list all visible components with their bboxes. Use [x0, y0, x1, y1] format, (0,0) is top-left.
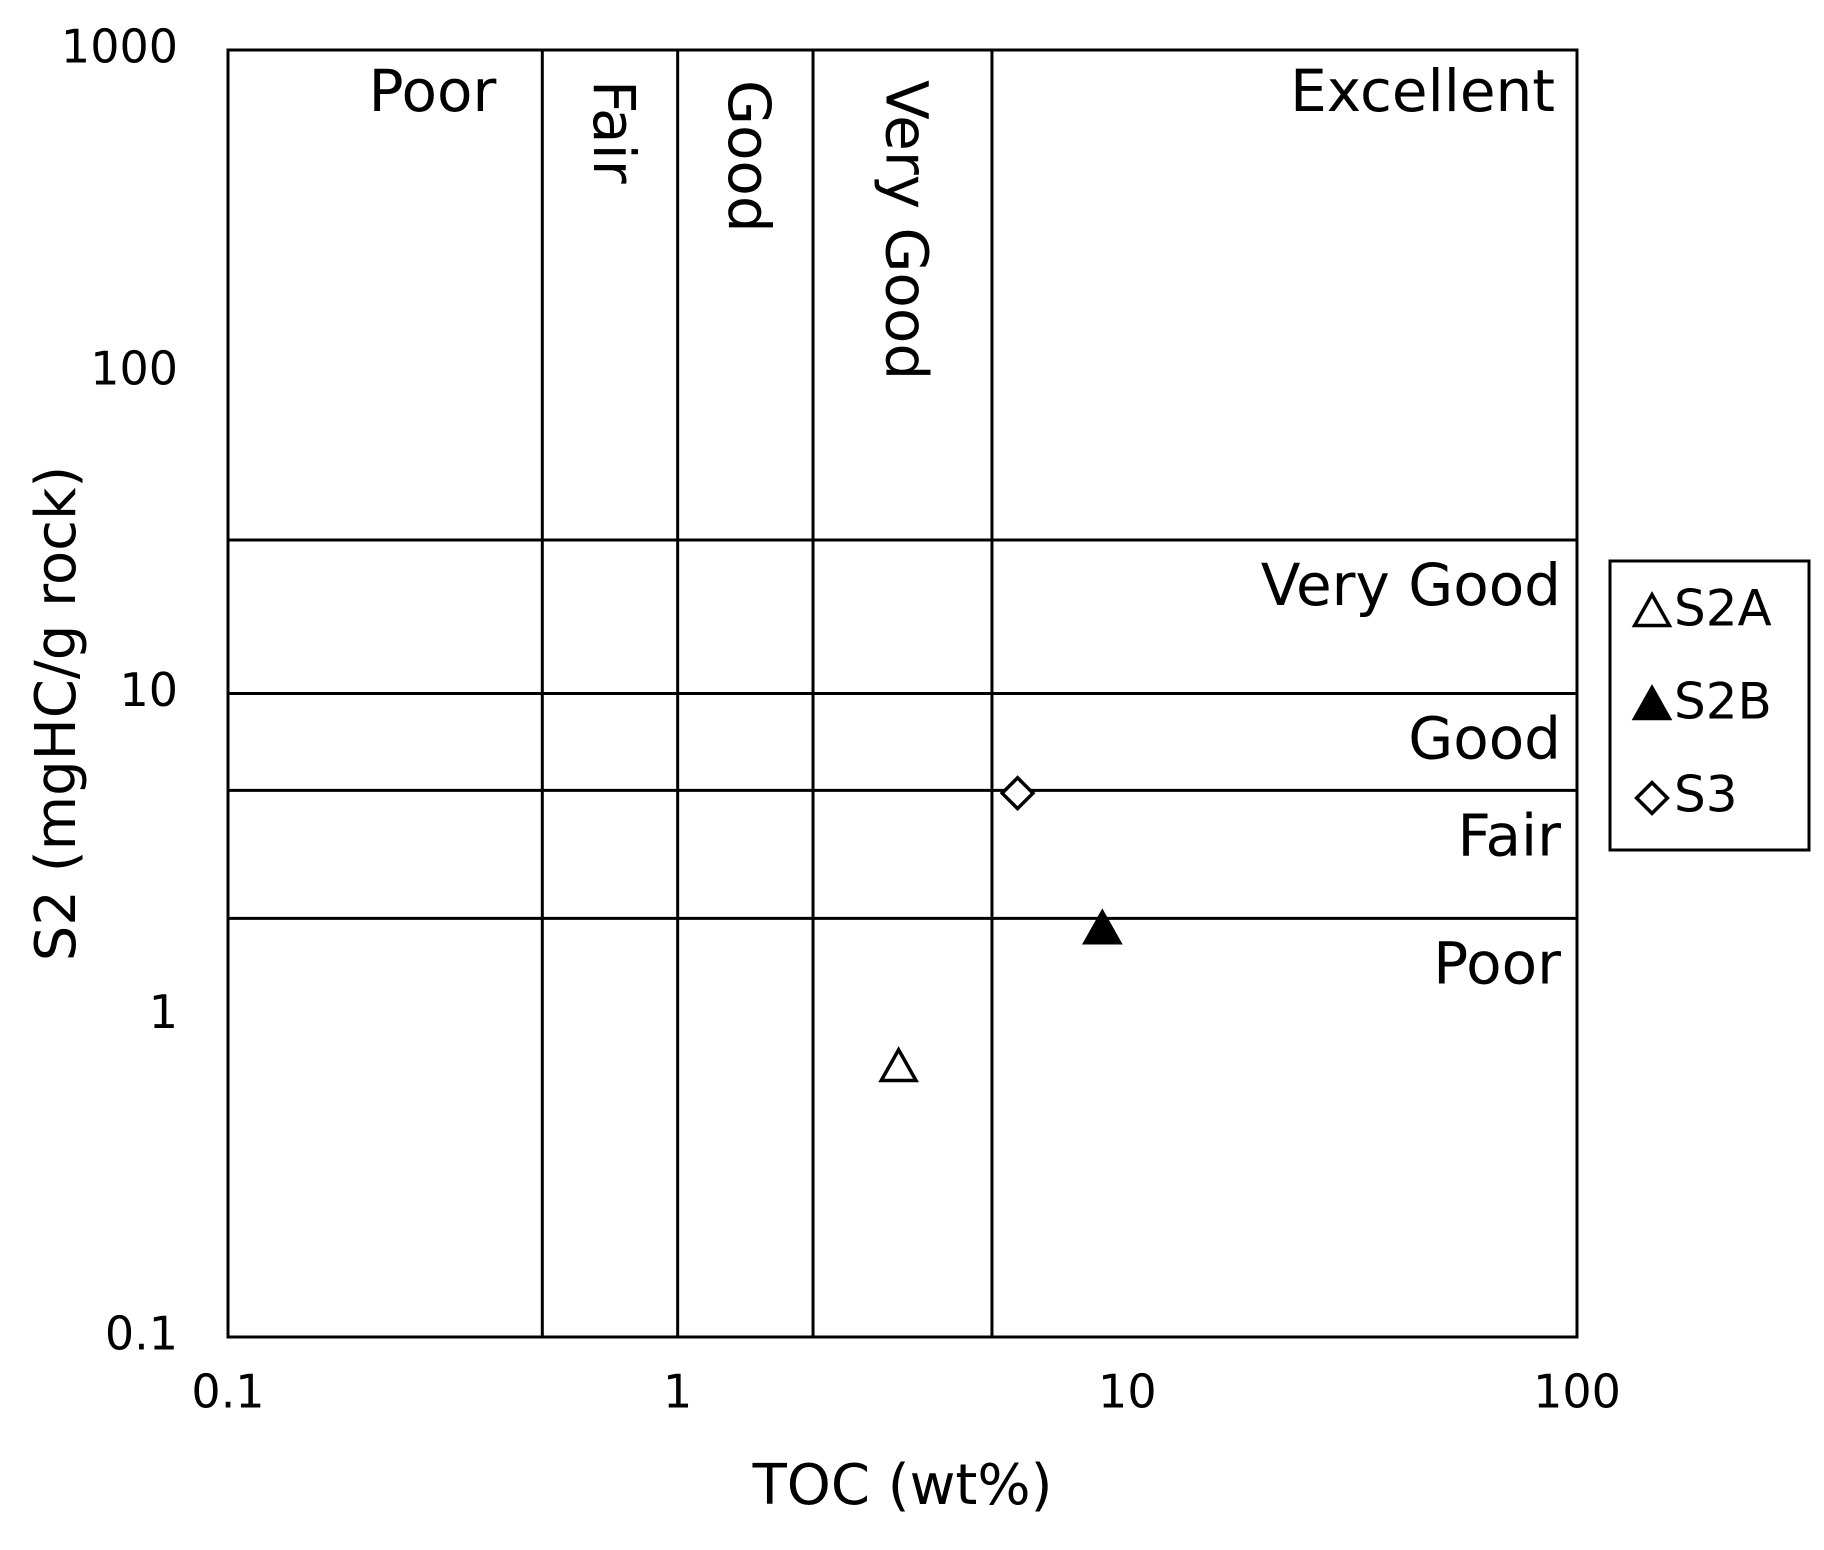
y-tick-label: 1: [149, 985, 178, 1039]
legend-label: S2B: [1674, 673, 1772, 731]
x-zone-label: Very Good: [872, 80, 940, 380]
marker: [1082, 908, 1123, 945]
marker: [878, 1046, 919, 1083]
x-tick-label: 10: [1098, 1365, 1157, 1419]
y-tick-label: 100: [90, 341, 178, 395]
plot-frame: [226, 48, 1579, 1339]
y-axis-title: S2 (mgHC/g rock): [24, 466, 89, 961]
y-tick-label: 1000: [61, 20, 178, 74]
y-zone-label: Fair: [1457, 801, 1561, 869]
x-zone-label: Good: [715, 80, 783, 233]
x-tick-label: 1: [663, 1365, 692, 1419]
legend-label: S2A: [1674, 580, 1772, 638]
x-tick-label: 0.1: [191, 1365, 264, 1419]
y-zone-label: Good: [1408, 705, 1561, 773]
x-zone-label: Fair: [580, 80, 648, 184]
x-tick-label: 100: [1533, 1365, 1621, 1419]
x-axis-title: TOC (wt%): [752, 1453, 1053, 1518]
y-tick-label: 10: [119, 663, 178, 717]
y-tick-label: 0.1: [105, 1307, 178, 1361]
x-zone-label: Poor: [369, 57, 497, 125]
legend-label: S3: [1674, 766, 1738, 824]
x-zone-label: Excellent: [1290, 57, 1555, 125]
legend-marker: [1631, 684, 1673, 721]
marker: [999, 775, 1036, 812]
y-zone-label: Very Good: [1261, 551, 1561, 619]
legend-marker: [1631, 591, 1673, 628]
y-zone-label: Poor: [1433, 930, 1561, 998]
legend-marker: [1634, 780, 1670, 816]
